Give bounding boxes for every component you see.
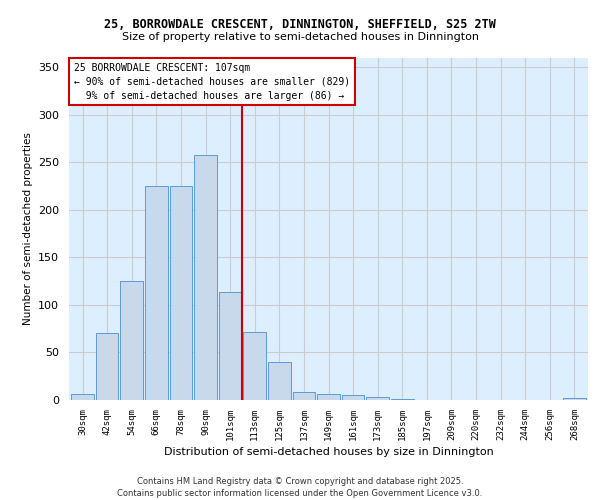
Bar	[170, 186, 192, 400]
Bar	[244, 332, 266, 400]
Bar	[317, 394, 340, 400]
Bar	[219, 292, 241, 400]
Text: Size of property relative to semi-detached houses in Dinnington: Size of property relative to semi-detach…	[121, 32, 479, 42]
Text: 25 BORROWDALE CRESCENT: 107sqm
← 90% of semi-detached houses are smaller (829)
 : 25 BORROWDALE CRESCENT: 107sqm ← 90% of …	[74, 62, 350, 100]
Bar	[194, 156, 217, 400]
Text: 25, BORROWDALE CRESCENT, DINNINGTON, SHEFFIELD, S25 2TW: 25, BORROWDALE CRESCENT, DINNINGTON, SHE…	[104, 18, 496, 30]
Bar	[293, 392, 315, 400]
Bar	[367, 397, 389, 400]
Bar	[563, 398, 586, 400]
X-axis label: Distribution of semi-detached houses by size in Dinnington: Distribution of semi-detached houses by …	[164, 447, 493, 457]
Bar	[268, 362, 290, 400]
Bar	[96, 334, 118, 400]
Bar	[145, 186, 167, 400]
Text: Contains HM Land Registry data © Crown copyright and database right 2025.
Contai: Contains HM Land Registry data © Crown c…	[118, 476, 482, 498]
Bar	[342, 395, 364, 400]
Bar	[121, 281, 143, 400]
Y-axis label: Number of semi-detached properties: Number of semi-detached properties	[23, 132, 32, 325]
Bar	[71, 394, 94, 400]
Bar	[391, 399, 413, 400]
